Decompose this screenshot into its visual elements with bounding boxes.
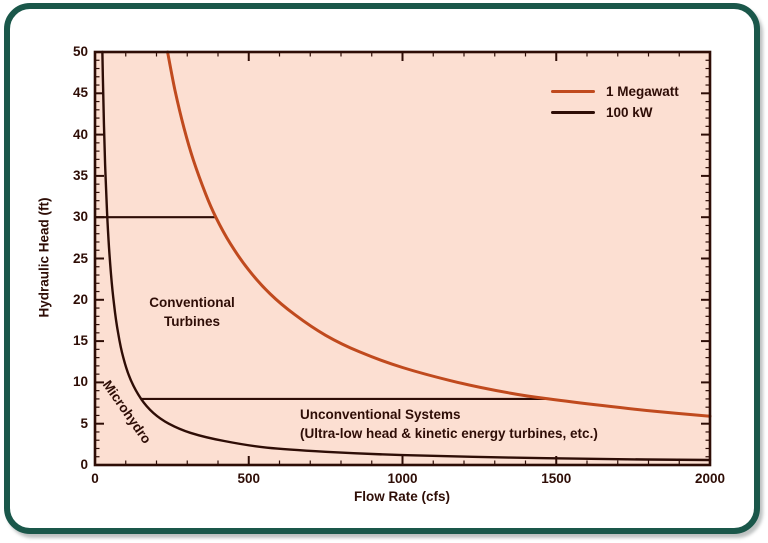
legend-swatch-100kw — [551, 111, 595, 114]
legend-label-1-megawatt: 1 Megawatt — [606, 84, 679, 99]
y-tick-label: 15 — [72, 333, 88, 349]
legend-item-100kw: 100 kW — [551, 102, 679, 123]
plot-area-background — [95, 52, 710, 465]
x-tick-label: 500 — [237, 471, 261, 486]
annotation-line: Unconventional Systems — [300, 407, 461, 422]
y-tick-label: 25 — [72, 250, 88, 266]
y-tick-label: 10 — [72, 374, 88, 390]
annotation-conventional-turbines: Conventional Turbines — [149, 293, 235, 331]
legend-label-100kw: 100 kW — [606, 105, 653, 120]
y-tick-label: 5 — [80, 415, 88, 431]
annotation-line: Conventional — [149, 295, 235, 310]
x-tick-label: 2000 — [694, 471, 726, 486]
legend: 1 Megawatt 100 kW — [551, 81, 679, 123]
y-tick-label: 45 — [72, 85, 88, 101]
y-tick-label: 50 — [72, 44, 88, 59]
y-tick-label: 0 — [80, 457, 88, 472]
y-axis-title: Hydraulic Head (ft) — [36, 197, 52, 318]
x-axis-title: Flow Rate (cfs) — [353, 489, 450, 504]
x-tick-label: 1500 — [541, 471, 572, 486]
legend-item-1-megawatt: 1 Megawatt — [551, 81, 679, 102]
axis-frame — [93, 50, 712, 467]
series-line-100-kw — [101, 50, 712, 462]
annotation-unconventional-systems: Unconventional Systems (Ultra-low head &… — [300, 405, 598, 443]
x-tick-label: 0 — [91, 471, 99, 486]
y-tick-label: 30 — [72, 209, 88, 225]
y-tick-label: 35 — [72, 167, 88, 183]
annotation-line: Turbines — [163, 314, 221, 329]
y-tick-label: 40 — [72, 126, 88, 142]
legend-swatch-1-megawatt — [551, 90, 595, 93]
series-line-1-megawatt — [166, 50, 712, 418]
x-tick-label: 1000 — [387, 471, 418, 486]
annotation-line: (Ultra-low head & kinetic energy turbine… — [300, 426, 598, 441]
y-tick-label: 20 — [72, 291, 88, 307]
